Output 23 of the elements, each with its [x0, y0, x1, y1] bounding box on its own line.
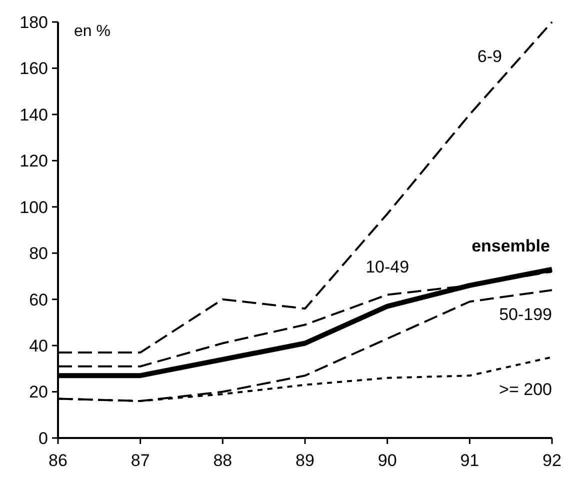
y-tick-label: 80 — [29, 244, 48, 264]
series-label: 10-49 — [366, 258, 410, 277]
x-tick-label: 89 — [296, 451, 314, 470]
y-tick-label: 160 — [20, 59, 48, 78]
y-tick-label: 100 — [20, 198, 48, 217]
y-tick-label: 140 — [20, 105, 48, 124]
series-label: ensemble — [472, 236, 550, 256]
y-tick-label: 180 — [20, 12, 48, 32]
x-tick-label: 92 — [542, 451, 562, 470]
x-tick-label: 86 — [48, 451, 68, 470]
x-tick-label: 87 — [130, 451, 150, 470]
y-tick-label: 20 — [29, 382, 48, 402]
series-label: 6-9 — [477, 47, 502, 66]
series-label: >= 200 — [499, 380, 552, 400]
x-tick-label: 91 — [460, 451, 480, 470]
y-axis-title: en % — [74, 23, 110, 40]
series-label: 50-199 — [499, 305, 552, 324]
y-tick-label: 120 — [20, 152, 48, 171]
y-tick-label: 0 — [38, 428, 48, 448]
y-tick-label: 60 — [29, 290, 48, 310]
y-tick-label: 40 — [29, 336, 48, 356]
x-tick-label: 90 — [378, 451, 397, 470]
x-tick-label: 88 — [213, 451, 232, 470]
